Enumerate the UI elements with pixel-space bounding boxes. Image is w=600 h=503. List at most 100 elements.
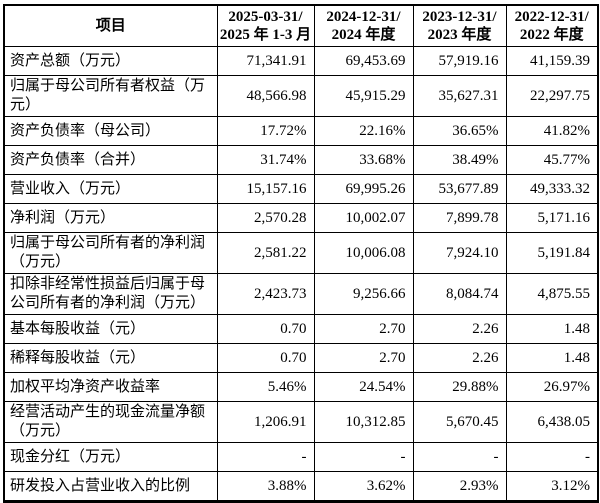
table-row: 资产负债率（母公司） 17.72% 22.16% 36.65% 41.82% bbox=[3, 116, 599, 146]
row-label: 归属于母公司所有者权益（万元） bbox=[3, 75, 218, 117]
row-value: 2.70 bbox=[313, 314, 414, 344]
row-value: 71,341.91 bbox=[216, 46, 315, 76]
row-value: 3.12% bbox=[505, 471, 599, 502]
row-value: 2.93% bbox=[412, 471, 507, 502]
period-line-1: 2025-03-31/ bbox=[228, 9, 303, 25]
row-value: 53,677.89 bbox=[412, 174, 507, 204]
row-value: - bbox=[412, 442, 507, 472]
row-value: 6,438.05 bbox=[505, 401, 599, 443]
row-label: 净利润（万元） bbox=[3, 203, 218, 233]
row-value: 5,171.16 bbox=[505, 203, 599, 233]
row-value: 3.88% bbox=[216, 471, 315, 502]
row-value: 2.26 bbox=[412, 314, 507, 344]
header-period-2024: 2024-12-31/ 2024 年度 bbox=[313, 4, 414, 47]
row-label: 经营活动产生的现金流量净额（万元） bbox=[3, 401, 218, 443]
row-value: 3.62% bbox=[313, 471, 414, 502]
row-value: 38.49% bbox=[412, 145, 507, 175]
table-row: 基本每股收益（元） 0.70 2.70 2.26 1.48 bbox=[3, 314, 599, 344]
table-row: 稀释每股收益（元） 0.70 2.70 2.26 1.48 bbox=[3, 343, 599, 373]
header-item-label: 项目 bbox=[3, 4, 218, 47]
row-value: 10,312.85 bbox=[313, 401, 414, 443]
row-value: 0.70 bbox=[216, 314, 315, 344]
row-value: 29.88% bbox=[412, 372, 507, 402]
row-value: 31.74% bbox=[216, 145, 315, 175]
row-value: 7,899.78 bbox=[412, 203, 507, 233]
row-value: - bbox=[505, 442, 599, 472]
table-body: 资产总额（万元） 71,341.91 69,453.69 57,919.16 4… bbox=[3, 46, 599, 502]
row-value: 41.82% bbox=[505, 116, 599, 146]
header-period-2023: 2023-12-31/ 2023 年度 bbox=[412, 4, 507, 47]
table-row: 归属于母公司所有者的净利润（万元） 2,581.22 10,006.08 7,9… bbox=[3, 232, 599, 274]
row-label: 资产负债率（合并） bbox=[3, 145, 218, 175]
row-value: 57,919.16 bbox=[412, 46, 507, 76]
table-row: 营业收入（万元） 15,157.16 69,995.26 53,677.89 4… bbox=[3, 174, 599, 204]
row-value: 4,875.55 bbox=[505, 273, 599, 315]
row-value: - bbox=[216, 442, 315, 472]
row-value: 1.48 bbox=[505, 343, 599, 373]
period-line-1: 2024-12-31/ bbox=[326, 9, 401, 25]
table-row: 资产负债率（合并） 31.74% 33.68% 38.49% 45.77% bbox=[3, 145, 599, 175]
row-value: 26.97% bbox=[505, 372, 599, 402]
row-value: 10,006.08 bbox=[313, 232, 414, 274]
period-line-1: 2023-12-31/ bbox=[422, 9, 497, 25]
financial-summary-table: 项目 2025-03-31/ 2025 年 1-3 月 2024-12-31/ … bbox=[3, 4, 599, 503]
row-value: 1.48 bbox=[505, 314, 599, 344]
row-label: 资产负债率（母公司） bbox=[3, 116, 218, 146]
row-value: 7,924.10 bbox=[412, 232, 507, 274]
row-value: 35,627.31 bbox=[412, 75, 507, 117]
row-label: 稀释每股收益（元） bbox=[3, 343, 218, 373]
row-value: 45.77% bbox=[505, 145, 599, 175]
row-value: 48,566.98 bbox=[216, 75, 315, 117]
row-value: 45,915.29 bbox=[313, 75, 414, 117]
period-line-2: 2022 年度 bbox=[519, 27, 584, 43]
header-period-2022: 2022-12-31/ 2022 年度 bbox=[505, 4, 599, 47]
row-value: 2,423.73 bbox=[216, 273, 315, 315]
row-label: 基本每股收益（元） bbox=[3, 314, 218, 344]
row-value: 0.70 bbox=[216, 343, 315, 373]
row-value: 8,084.74 bbox=[412, 273, 507, 315]
row-label: 资产总额（万元） bbox=[3, 46, 218, 76]
row-value: 9,256.66 bbox=[313, 273, 414, 315]
row-value: 5,670.45 bbox=[412, 401, 507, 443]
row-value: 2.26 bbox=[412, 343, 507, 373]
row-value: 22,297.75 bbox=[505, 75, 599, 117]
row-label: 现金分红（万元） bbox=[3, 442, 218, 472]
row-value: 69,453.69 bbox=[313, 46, 414, 76]
row-value: 5.46% bbox=[216, 372, 315, 402]
row-label: 扣除非经常性损益后归属于母公司所有者的净利润（万元） bbox=[3, 273, 218, 315]
row-label: 研发投入占营业收入的比例 bbox=[3, 471, 218, 502]
row-value: - bbox=[313, 442, 414, 472]
row-value: 33.68% bbox=[313, 145, 414, 175]
row-value: 69,995.26 bbox=[313, 174, 414, 204]
row-label: 加权平均净资产收益率 bbox=[3, 372, 218, 402]
row-value: 17.72% bbox=[216, 116, 315, 146]
period-line-2: 2023 年度 bbox=[427, 27, 492, 43]
row-value: 22.16% bbox=[313, 116, 414, 146]
period-line-2: 2025 年 1-3 月 bbox=[219, 27, 312, 43]
header-period-2025: 2025-03-31/ 2025 年 1-3 月 bbox=[216, 4, 315, 47]
row-value: 15,157.16 bbox=[216, 174, 315, 204]
row-label: 营业收入（万元） bbox=[3, 174, 218, 204]
row-value: 2,570.28 bbox=[216, 203, 315, 233]
table-row: 净利润（万元） 2,570.28 10,002.07 7,899.78 5,17… bbox=[3, 203, 599, 233]
table-row: 经营活动产生的现金流量净额（万元） 1,206.91 10,312.85 5,6… bbox=[3, 401, 599, 443]
table-row: 扣除非经常性损益后归属于母公司所有者的净利润（万元） 2,423.73 9,25… bbox=[3, 273, 599, 315]
period-line-2: 2024 年度 bbox=[331, 27, 396, 43]
table-row: 归属于母公司所有者权益（万元） 48,566.98 45,915.29 35,6… bbox=[3, 75, 599, 117]
period-line-1: 2022-12-31/ bbox=[514, 9, 589, 25]
row-value: 36.65% bbox=[412, 116, 507, 146]
row-label: 归属于母公司所有者的净利润（万元） bbox=[3, 232, 218, 274]
row-value: 10,002.07 bbox=[313, 203, 414, 233]
header-row: 项目 2025-03-31/ 2025 年 1-3 月 2024-12-31/ … bbox=[3, 4, 599, 47]
row-value: 2.70 bbox=[313, 343, 414, 373]
row-value: 5,191.84 bbox=[505, 232, 599, 274]
row-value: 49,333.32 bbox=[505, 174, 599, 204]
table-row: 加权平均净资产收益率 5.46% 24.54% 29.88% 26.97% bbox=[3, 372, 599, 402]
row-value: 2,581.22 bbox=[216, 232, 315, 274]
table-row: 资产总额（万元） 71,341.91 69,453.69 57,919.16 4… bbox=[3, 46, 599, 76]
table-row: 现金分红（万元） - - - - bbox=[3, 442, 599, 472]
row-value: 41,159.39 bbox=[505, 46, 599, 76]
table-row: 研发投入占营业收入的比例 3.88% 3.62% 2.93% 3.12% bbox=[3, 471, 599, 502]
row-value: 24.54% bbox=[313, 372, 414, 402]
row-value: 1,206.91 bbox=[216, 401, 315, 443]
